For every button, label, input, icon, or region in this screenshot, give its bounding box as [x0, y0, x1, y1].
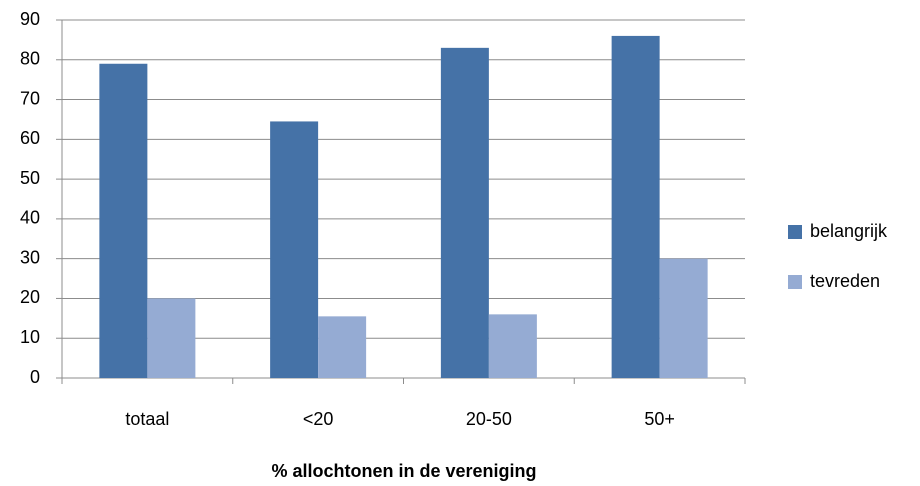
x-tick-label: totaal	[125, 409, 169, 429]
legend-label: tevreden	[810, 271, 880, 291]
y-tick-label: 60	[20, 128, 40, 148]
bar	[659, 258, 708, 378]
y-tick-label: 70	[20, 88, 40, 108]
y-tick-label: 80	[20, 49, 40, 69]
x-tick-label: 20-50	[466, 409, 512, 429]
x-tick-label: 50+	[644, 409, 675, 429]
y-tick-label: 20	[20, 287, 40, 307]
y-tick-label: 90	[20, 9, 40, 29]
y-tick-label: 50	[20, 168, 40, 188]
y-tick-label: 10	[20, 327, 40, 347]
bar	[147, 298, 196, 378]
legend-label: belangrijk	[810, 221, 888, 241]
y-tick-label: 0	[30, 367, 40, 387]
bar	[440, 47, 489, 378]
bar	[99, 63, 148, 378]
bar	[270, 121, 319, 378]
y-tick-label: 40	[20, 208, 40, 228]
bar	[611, 35, 660, 379]
legend-swatch	[788, 275, 802, 289]
bar	[488, 314, 537, 378]
x-tick-label: <20	[303, 409, 334, 429]
legend-swatch	[788, 225, 802, 239]
bar	[318, 316, 367, 378]
y-tick-label: 30	[20, 247, 40, 267]
x-axis-title: % allochtonen in de vereniging	[271, 461, 536, 481]
